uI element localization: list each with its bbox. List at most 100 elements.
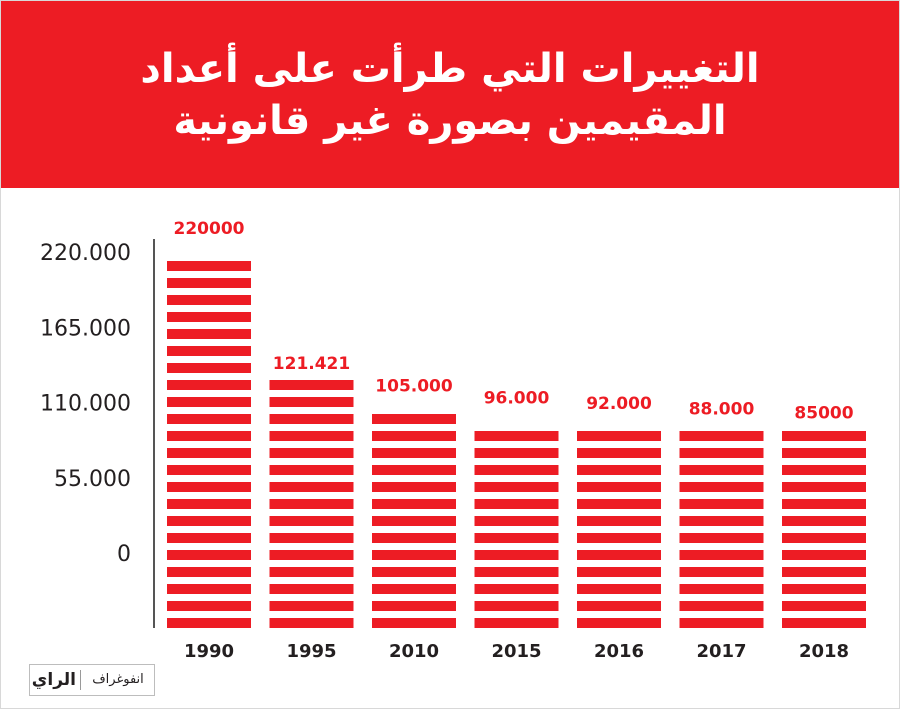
bar-stripe: [269, 533, 354, 543]
bar-stripe: [269, 431, 354, 441]
bar-stripe: [474, 601, 559, 611]
chart-title-line-2: المقيمين بصورة غير قانونية: [173, 98, 727, 144]
bar-stripe: [577, 567, 661, 577]
bar-stripe: [167, 618, 251, 628]
bar-stripe: [372, 584, 456, 594]
x-tick-label: 2018: [799, 641, 849, 662]
bar-stripe: [269, 448, 354, 458]
bar-stripe: [269, 567, 354, 577]
bar-stripe: [679, 567, 764, 577]
bar-stripe: [269, 618, 354, 628]
brand-badge: الراي انفوغراف: [29, 664, 155, 696]
bar-stripe: [167, 312, 251, 322]
bar-stripe: [577, 601, 661, 611]
bar-stripe: [577, 499, 661, 509]
bar-stripe: [679, 431, 764, 441]
bar-stripe: [167, 499, 251, 509]
bar: [372, 414, 456, 628]
bar-stripe: [474, 499, 559, 509]
bar-stripe: [372, 618, 456, 628]
y-tick-label: 165.000: [40, 316, 131, 341]
bar-stripe: [474, 550, 559, 560]
bar-stripe: [372, 516, 456, 526]
bar-stripe: [679, 516, 764, 526]
bar-stripe: [372, 465, 456, 475]
y-tick-label: 55.000: [54, 467, 131, 492]
brand-divider: [80, 670, 81, 690]
bar-stripe: [269, 601, 354, 611]
x-tick-label: 2010: [389, 641, 439, 662]
x-tick-label: 2016: [594, 641, 644, 662]
bar-stripe: [167, 278, 251, 288]
bar-stripe: [372, 499, 456, 509]
bar-stripe: [679, 482, 764, 492]
bar-stripe: [372, 431, 456, 441]
bar-stripe: [474, 618, 559, 628]
bar-stripe: [782, 533, 866, 543]
bar-stripe: [372, 482, 456, 492]
x-tick-label: 2015: [491, 641, 541, 662]
bar-stripe: [167, 448, 251, 458]
bar-stripe: [167, 465, 251, 475]
bar-stripe: [679, 584, 764, 594]
bar-stripe: [474, 516, 559, 526]
x-tick-label: 1995: [286, 641, 336, 662]
bar-stripe: [782, 448, 866, 458]
y-tick-label: 110.000: [40, 392, 131, 417]
data-label: 96.000: [484, 389, 550, 409]
bar-stripe: [167, 482, 251, 492]
data-label: 121.421: [273, 354, 350, 374]
bar-stripe: [577, 618, 661, 628]
data-label: 92.000: [586, 394, 652, 414]
bar-stripe: [782, 618, 866, 628]
brand-section-label: انفوغراف: [92, 672, 144, 687]
bar-stripe: [474, 431, 559, 441]
y-tick-label: 0: [117, 542, 131, 567]
bar: [474, 431, 559, 628]
bar-stripe: [269, 584, 354, 594]
bar: [269, 380, 354, 628]
bar-stripe: [269, 465, 354, 475]
bar-stripe: [782, 482, 866, 492]
bar: [577, 431, 661, 628]
bar-stripe: [372, 567, 456, 577]
brand-logo: الراي: [31, 670, 76, 690]
bar-stripe: [577, 448, 661, 458]
bar: [782, 431, 866, 628]
bar-stripe: [167, 584, 251, 594]
bar-stripe: [679, 465, 764, 475]
bar-stripe: [269, 482, 354, 492]
bar-stripe: [679, 550, 764, 560]
chart-title-line-1: التغييرات التي طرأت على أعداد: [140, 46, 760, 92]
bar-stripe: [679, 618, 764, 628]
bar-stripe: [167, 329, 251, 339]
data-label: 85000: [794, 404, 853, 424]
x-tick-label: 1990: [184, 641, 234, 662]
bar-stripe: [167, 295, 251, 305]
bar-stripe: [679, 601, 764, 611]
bar-stripe: [577, 516, 661, 526]
bar-stripe: [269, 414, 354, 424]
title-banner: التغييرات التي طرأت على أعداد المقيمين ب…: [1, 1, 899, 188]
bar-stripe: [577, 431, 661, 441]
bar: [679, 431, 764, 628]
data-label: 88.000: [689, 400, 755, 420]
bar-stripe: [782, 567, 866, 577]
bar-stripe: [269, 380, 354, 390]
bar-stripe: [782, 465, 866, 475]
bar-stripe: [269, 499, 354, 509]
bar: [167, 261, 251, 628]
bar-stripe: [167, 397, 251, 407]
bar-stripe: [679, 533, 764, 543]
bar-stripe: [782, 431, 866, 441]
bar-stripe: [167, 567, 251, 577]
bar-stripe: [474, 465, 559, 475]
bar-stripe: [679, 499, 764, 509]
bar-stripe: [167, 346, 251, 356]
bar-stripe: [782, 516, 866, 526]
bar-stripe: [167, 601, 251, 611]
bar-stripe: [474, 533, 559, 543]
bar-stripe: [679, 448, 764, 458]
